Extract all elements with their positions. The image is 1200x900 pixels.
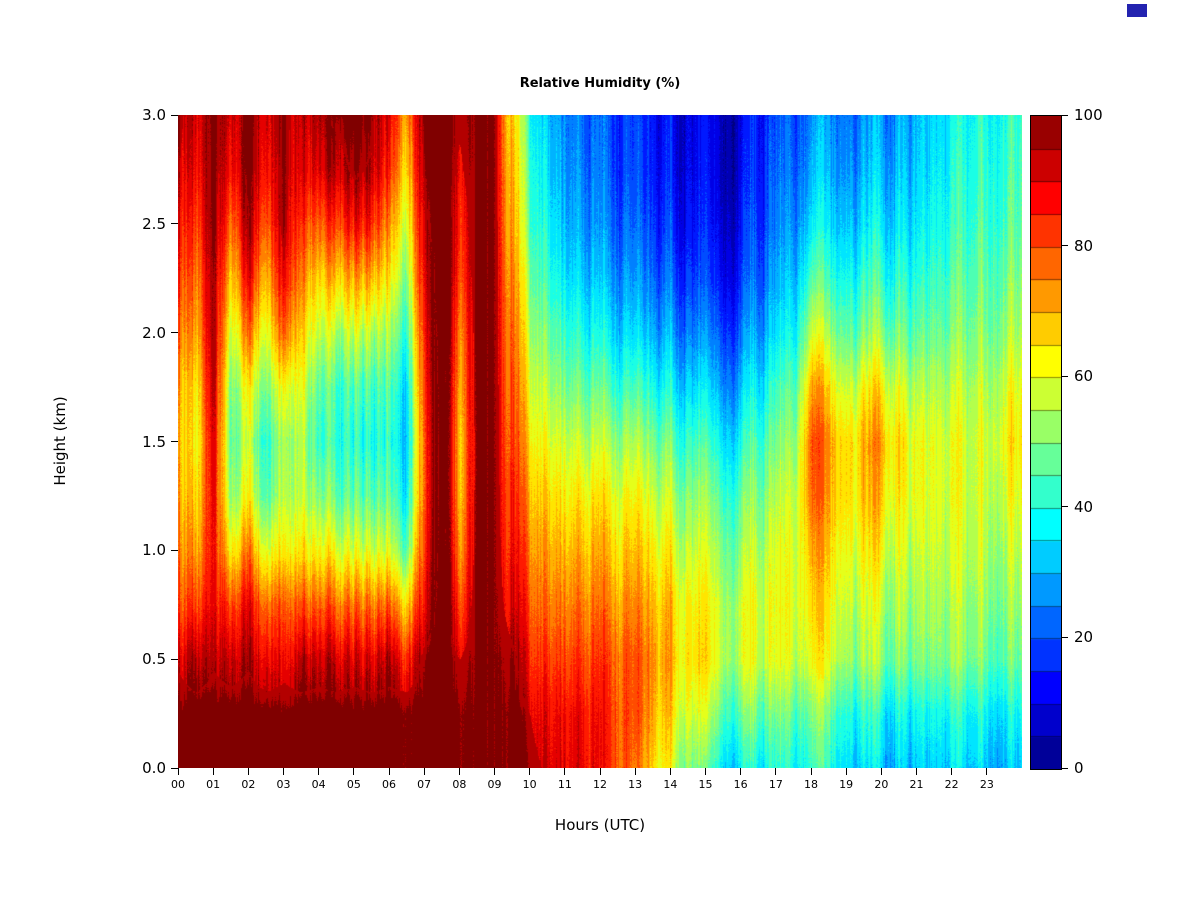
x-tick-mark <box>705 768 706 775</box>
x-tick-label: 02 <box>241 778 256 791</box>
x-tick-label: 09 <box>487 778 502 791</box>
x-tick-label: 22 <box>944 778 959 791</box>
colorbar-tick-mark <box>1062 506 1068 508</box>
y-tick-label: 0.0 <box>142 759 166 777</box>
x-tick-label: 21 <box>909 778 924 791</box>
y-tick-label: 2.0 <box>142 323 166 342</box>
colorbar-canvas <box>1030 115 1062 770</box>
y-tick-label: 3.0 <box>142 106 166 124</box>
x-tick-label: 12 <box>593 778 607 791</box>
chart-title: Relative Humidity (%) <box>519 76 681 91</box>
x-tick-label: 01 <box>206 778 221 791</box>
colorbar-tick-label: 20 <box>1074 628 1094 647</box>
x-tick-label: 04 <box>311 778 326 791</box>
x-tick-mark <box>494 768 495 775</box>
x-tick-label: 05 <box>346 778 361 791</box>
x-tick-label: 13 <box>628 778 643 791</box>
y-tick-label: 1.5 <box>142 432 166 451</box>
x-tick-mark <box>529 768 531 775</box>
x-tick-mark <box>247 768 249 775</box>
x-tick-mark <box>634 768 636 775</box>
x-tick-label: 06 <box>382 778 396 791</box>
colorbar-tick-label: 100 <box>1074 106 1103 124</box>
y-tick-mark <box>171 658 178 660</box>
x-tick-mark <box>353 768 355 775</box>
y-tick-label: 0.5 <box>142 650 166 669</box>
x-tick-label: 18 <box>804 778 818 791</box>
x-axis-label: Hours (UTC) <box>554 816 646 834</box>
x-tick-label: 14 <box>663 778 678 791</box>
x-tick-mark <box>740 768 742 775</box>
x-tick-mark <box>599 768 601 775</box>
colorbar-tick-mark <box>1062 375 1068 377</box>
x-tick-mark <box>564 768 566 775</box>
y-tick-mark <box>171 223 178 225</box>
x-tick-label: 19 <box>839 778 854 791</box>
y-tick-label: 2.5 <box>142 214 166 233</box>
x-tick-mark <box>880 768 882 775</box>
colorbar-tick-label: 40 <box>1074 497 1094 516</box>
x-tick-mark <box>283 768 284 775</box>
y-tick-mark <box>171 549 178 551</box>
x-tick-label: 16 <box>733 778 748 791</box>
y-tick-label: 1.0 <box>142 541 166 560</box>
colorbar-tick-label: 60 <box>1074 367 1094 386</box>
x-tick-mark <box>845 768 847 775</box>
x-tick-mark <box>423 768 425 775</box>
x-tick-mark <box>951 768 953 775</box>
colorbar-tick-mark <box>1062 767 1068 769</box>
x-tick-mark <box>318 768 320 775</box>
y-axis-label: Height (km) <box>51 396 69 486</box>
top-right-blue-square <box>1127 4 1147 17</box>
x-tick-mark <box>177 768 179 775</box>
x-tick-label: 10 <box>522 778 537 791</box>
colorbar-tick-label: 0 <box>1074 759 1084 777</box>
x-tick-mark <box>669 768 671 775</box>
x-tick-mark <box>388 768 390 775</box>
y-tick-mark <box>171 441 178 442</box>
colorbar-tick-mark <box>1062 636 1068 638</box>
x-tick-mark <box>810 768 812 775</box>
x-tick-label: 03 <box>276 778 291 791</box>
x-tick-mark <box>775 768 777 775</box>
x-tick-label: 08 <box>452 778 467 791</box>
x-tick-mark <box>986 768 988 775</box>
y-tick-mark <box>171 114 178 116</box>
y-tick-mark <box>171 332 178 334</box>
x-tick-label: 17 <box>768 778 783 791</box>
x-tick-mark <box>916 768 917 775</box>
x-tick-label: 07 <box>417 778 432 791</box>
x-tick-mark <box>458 768 460 775</box>
colorbar-tick-mark <box>1062 245 1068 247</box>
x-tick-label: 00 <box>171 778 185 791</box>
y-tick-mark <box>171 767 178 769</box>
x-tick-label: 11 <box>557 778 572 791</box>
colorbar-tick-mark <box>1062 114 1068 116</box>
x-tick-label: 15 <box>698 778 713 791</box>
heatmap-canvas <box>178 115 1022 768</box>
x-tick-label: 20 <box>874 778 889 791</box>
x-tick-mark <box>212 768 214 775</box>
colorbar-tick-label: 80 <box>1074 236 1094 255</box>
x-tick-label: 23 <box>979 778 994 791</box>
